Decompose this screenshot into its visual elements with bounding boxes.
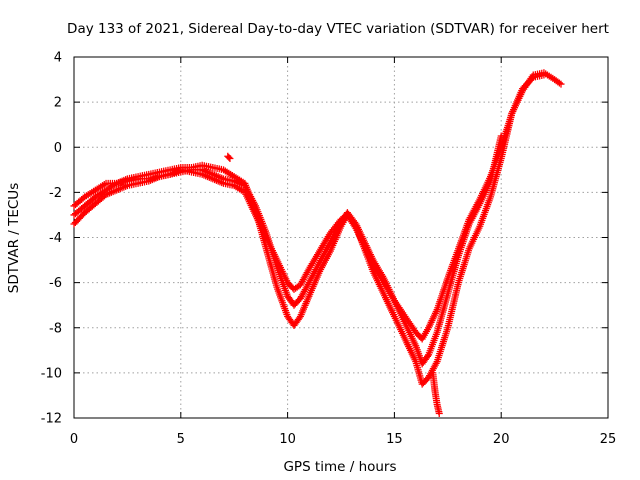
x-tick-label: 25 bbox=[600, 432, 617, 447]
y-tick-label: -4 bbox=[49, 231, 62, 246]
data-point bbox=[226, 155, 234, 163]
x-tick-label: 10 bbox=[279, 432, 296, 447]
data-point bbox=[225, 153, 233, 161]
data-point bbox=[435, 409, 443, 417]
y-tick-label: 4 bbox=[54, 51, 62, 66]
y-tick-label: -10 bbox=[41, 366, 62, 381]
y-tick-label: -2 bbox=[49, 186, 62, 201]
data-marks bbox=[70, 69, 565, 417]
data-point bbox=[540, 71, 548, 79]
series-track-b bbox=[70, 71, 548, 343]
x-tick-labels: 0 5 10 15 20 25 bbox=[70, 432, 616, 447]
y-tick-label: -12 bbox=[41, 412, 62, 427]
y-tick-label: 0 bbox=[54, 141, 62, 156]
data-point bbox=[557, 80, 565, 88]
data-point bbox=[497, 132, 505, 140]
chart-title: Day 133 of 2021, Sidereal Day-to-day VTE… bbox=[67, 21, 609, 37]
x-axis-label: GPS time / hours bbox=[283, 459, 396, 475]
data-point bbox=[555, 79, 563, 87]
y-tick-label: -6 bbox=[49, 276, 62, 291]
x-tick-label: 15 bbox=[386, 432, 403, 447]
data-point bbox=[424, 352, 432, 360]
series-isolated-points bbox=[224, 152, 234, 163]
x-tick-label: 5 bbox=[177, 432, 185, 447]
x-tick-label: 20 bbox=[493, 432, 510, 447]
y-tick-label: -8 bbox=[49, 321, 62, 336]
x-tick-label: 0 bbox=[70, 432, 78, 447]
y-tick-labels: -12 -10 -8 -6 -4 -2 0 2 4 bbox=[41, 51, 62, 427]
series-tail-segment bbox=[429, 369, 443, 417]
series-track-c bbox=[70, 132, 505, 368]
y-axis-label: SDTVAR / TECUs bbox=[6, 183, 22, 293]
y-tick-label: 2 bbox=[54, 96, 62, 111]
grid bbox=[74, 57, 608, 418]
axis-ticks bbox=[73, 56, 609, 419]
